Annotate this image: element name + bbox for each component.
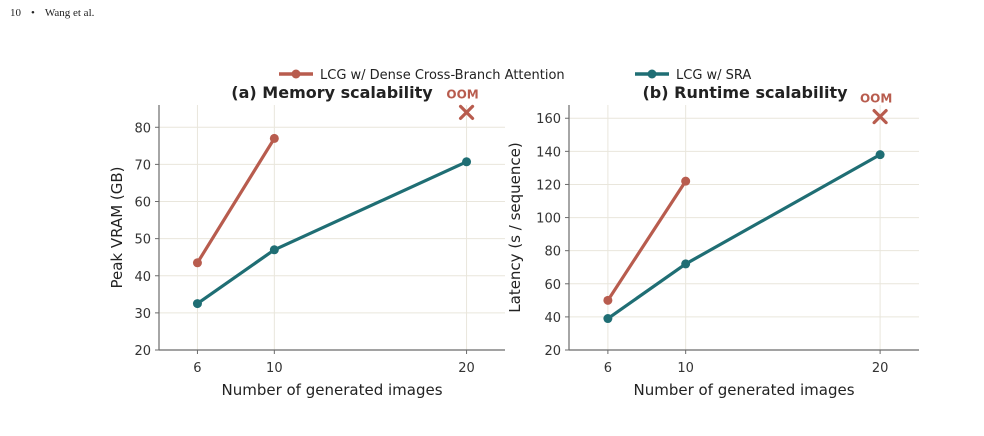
data-point-dense [269,133,279,143]
running-header: 10 • Wang et al. [10,7,94,19]
panel-memory-scalability: 6 10 20 20 30 40 50 60 70 80 Number of generated i… [108,83,505,399]
data-point-sra [462,157,472,167]
oom-label: OOM [446,87,478,101]
series-line-dense [606,179,688,302]
data-point-sra [875,150,885,160]
data-point-dense [603,295,613,305]
oom-label: OOM [860,92,892,106]
legend-label-sra: LCG w/ SRA [676,68,751,83]
series-line-dense [195,136,276,265]
y-tick-label: 80 [544,245,561,260]
oom-cross-marker [872,108,888,125]
y-tick-label: 100 [536,212,561,227]
x-tick-label: 10 [266,361,283,376]
x-axis-title: Number of generated images [221,381,442,399]
panel-title: (a) Memory scalability [231,83,433,102]
panel-runtime-scalability: 6 10 20 20 40 60 80 100 120 140 160 Number of gener… [506,83,919,399]
y-tick-label: 140 [536,145,561,160]
y-tick-label: 20 [134,344,151,359]
y-tick-label: 20 [544,344,561,359]
y-axis-title: Peak VRAM (GB) [108,166,126,288]
y-tick-label: 70 [134,158,151,173]
panel-title: (b) Runtime scalability [642,83,848,102]
y-tick-label: 30 [134,307,151,322]
y-tick-label: 50 [134,233,151,248]
x-tick-label: 20 [872,361,889,376]
legend: LCG w/ Dense Cross-Branch Attention LCG w… [279,68,751,83]
data-point-sra [681,259,691,269]
data-point-dense [192,258,202,268]
data-point-sra [269,245,279,255]
header-bullet: • [31,7,35,19]
data-point-sra [603,314,613,324]
y-tick-label: 80 [134,121,151,136]
y-tick-label: 160 [536,112,561,127]
data-point-sra [192,299,202,309]
series-line-sra [195,160,469,306]
x-tick-label: 6 [604,361,612,376]
x-tick-label: 6 [193,361,201,376]
legend-marker-sra [647,69,657,79]
x-tick-label: 20 [458,361,475,376]
y-tick-label: 60 [544,278,561,293]
legend-label-dense: LCG w/ Dense Cross-Branch Attention [320,68,565,83]
oom-cross-marker [458,104,475,121]
y-tick-label: 120 [536,178,561,193]
y-axis-title: Latency (s / sequence) [506,142,524,312]
x-tick-label: 10 [677,361,694,376]
y-tick-label: 40 [544,311,561,326]
page-number: 10 [10,7,21,19]
author-names: Wang et al. [44,7,95,19]
y-tick-label: 60 [134,196,151,211]
data-point-dense [681,176,691,186]
y-tick-label: 40 [134,270,151,285]
legend-marker-dense [291,69,301,79]
x-axis-title: Number of generated images [633,381,854,399]
